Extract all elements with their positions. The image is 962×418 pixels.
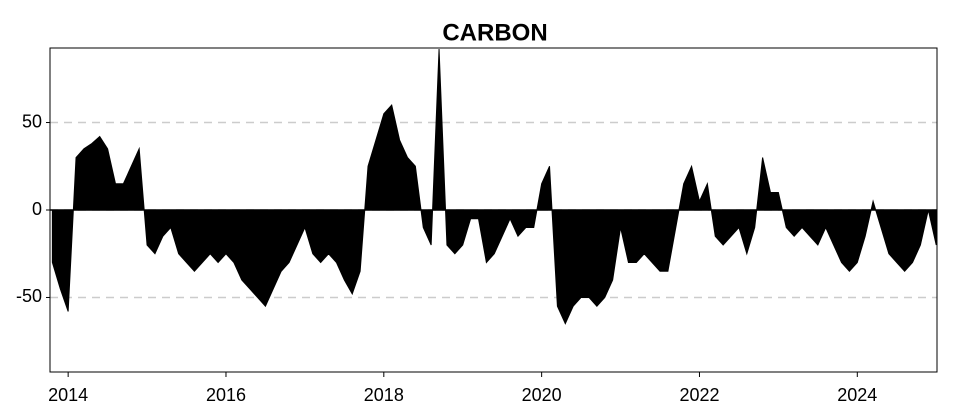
plot-frame (49, 47, 938, 373)
y-tick-label: -50 (16, 286, 42, 306)
chart-title: CARBON (442, 19, 547, 46)
x-tick-label: 2016 (206, 385, 246, 405)
x-tick-label: 2018 (364, 385, 404, 405)
y-tick-label: 50 (22, 111, 42, 131)
x-tick-label: 2024 (837, 385, 877, 405)
x-tick-label: 2022 (679, 385, 719, 405)
x-tick-label: 2020 (522, 385, 562, 405)
area (51, 49, 937, 325)
x-tick-label: 2014 (48, 385, 88, 405)
y-tick-label: 0 (32, 199, 42, 219)
